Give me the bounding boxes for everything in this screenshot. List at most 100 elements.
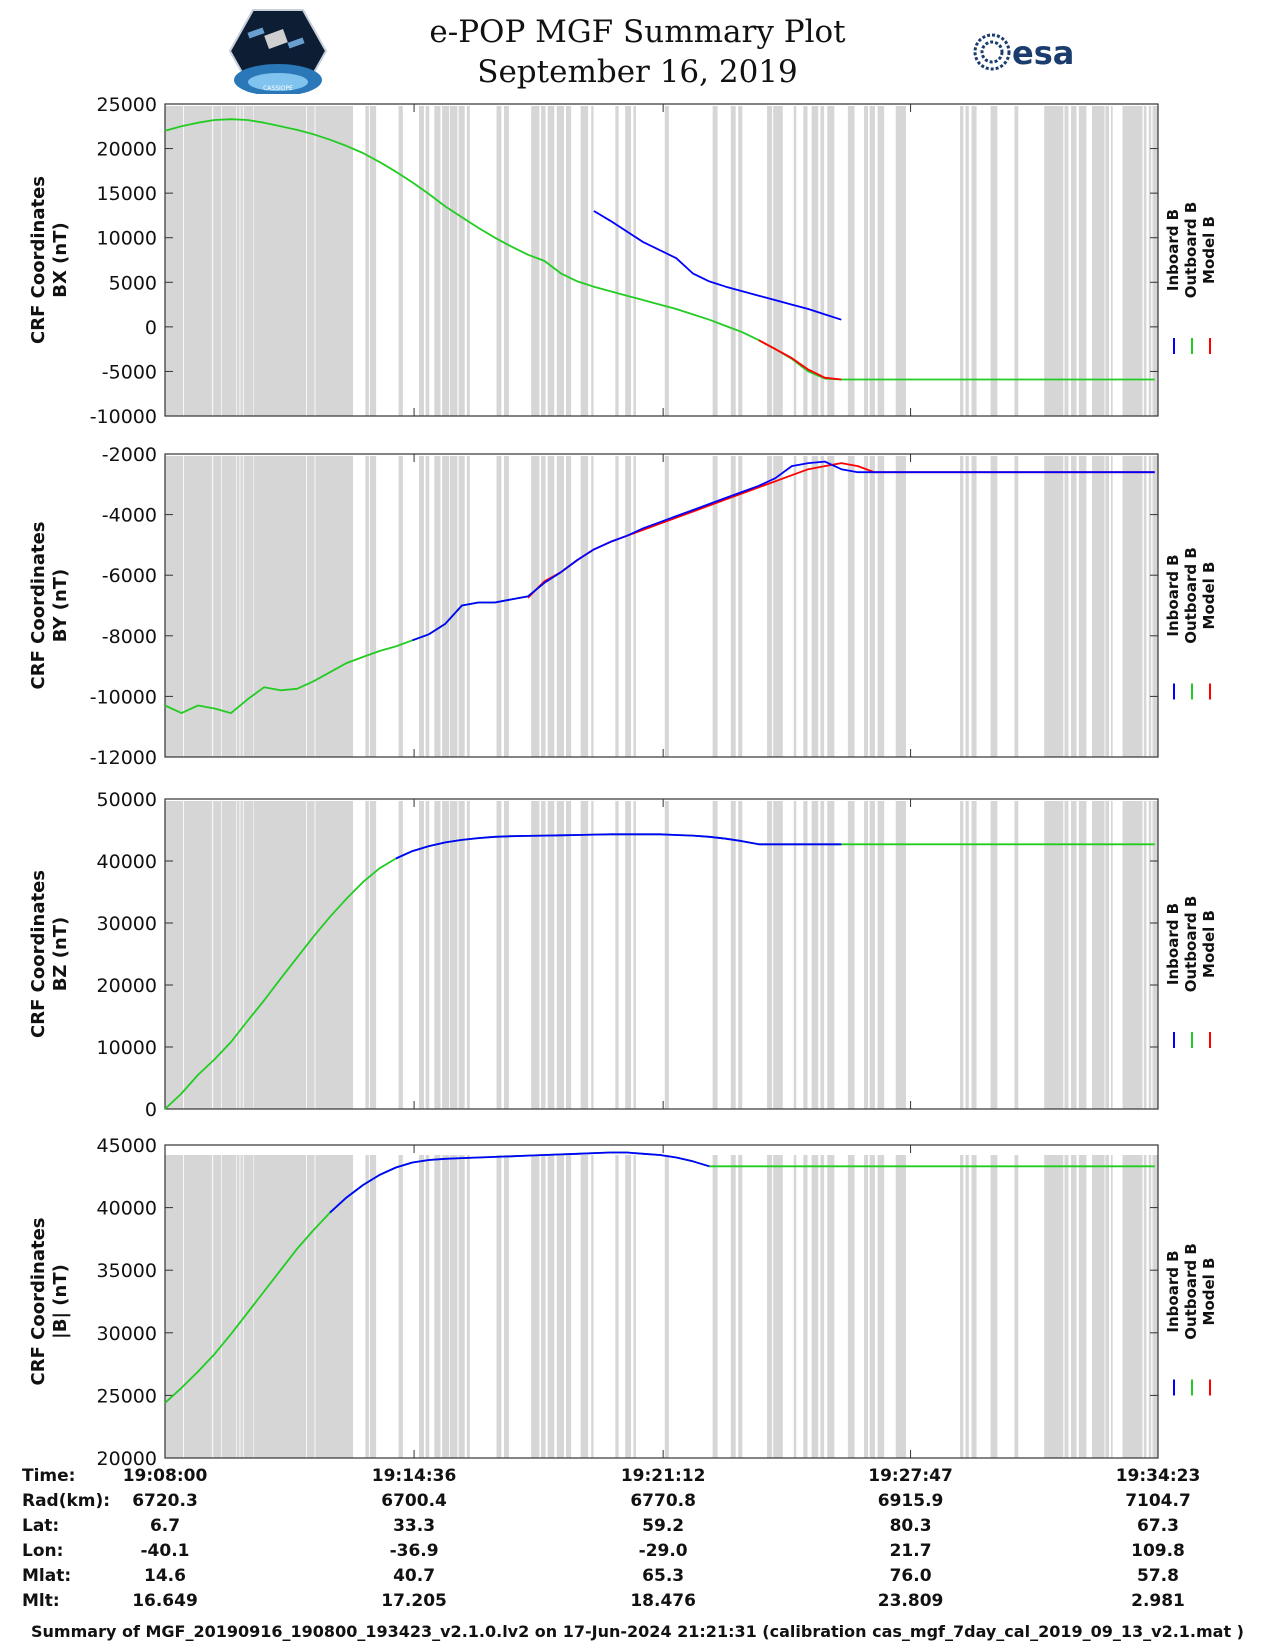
data-gap-band xyxy=(971,1155,977,1458)
data-gap-band xyxy=(960,106,964,416)
data-gap-band xyxy=(1105,106,1110,416)
data-gap-band xyxy=(1110,106,1113,416)
data-gap-band xyxy=(547,456,555,757)
data-gap-band xyxy=(664,456,669,757)
series-line-inboard-b xyxy=(412,460,1155,642)
data-gap-band xyxy=(820,106,825,416)
data-gap-band xyxy=(633,1155,636,1458)
plot-frame xyxy=(164,453,1159,758)
data-gap-band xyxy=(556,1155,565,1458)
data-gap-band xyxy=(895,106,906,416)
data-gap-band xyxy=(877,106,885,416)
data-gap-band xyxy=(615,801,619,1109)
data-gap-band xyxy=(556,456,565,757)
data-gap-band xyxy=(541,1155,546,1458)
data-gap-band xyxy=(990,801,998,1109)
data-gap-band xyxy=(1064,106,1069,416)
plot-title-block: e-POP MGF Summary Plot September 16, 201… xyxy=(0,12,1275,92)
data-gap-band xyxy=(442,456,450,757)
y-axis-label: CRF CoordinatesBY (nT) xyxy=(28,522,71,690)
y-tick-label: 40000 xyxy=(97,851,157,873)
data-gap-band xyxy=(1078,801,1087,1109)
data-gap-band xyxy=(811,456,819,757)
data-gap-band xyxy=(531,456,540,757)
legend-entry: Model B xyxy=(1200,910,1218,978)
data-gap-band xyxy=(803,1155,808,1458)
data-gap-band xyxy=(253,801,307,1109)
plot-date: September 16, 2019 xyxy=(477,54,798,90)
legend-entry: Outboard B xyxy=(1182,1243,1200,1340)
data-gap-band xyxy=(565,106,572,416)
data-gap-band xyxy=(466,456,470,757)
data-gap-band xyxy=(496,801,502,1109)
data-gap-band xyxy=(803,801,808,1109)
data-gap-band xyxy=(1152,801,1158,1109)
data-gap-band xyxy=(827,456,835,757)
info-cell: 6700.4 xyxy=(381,1491,447,1511)
data-gap-band xyxy=(793,456,797,757)
y-axis-label: CRF CoordinatesBZ (nT) xyxy=(28,870,71,1038)
data-gap-band xyxy=(960,456,964,757)
data-gap-band xyxy=(712,1155,718,1458)
data-gap-band xyxy=(398,456,403,757)
data-gap-band xyxy=(712,106,718,416)
data-gap-band xyxy=(165,801,184,1109)
panel-1: -10000 -5000 0 5000 10000 15000 20000 25000 CRF … xyxy=(28,94,1218,428)
y-tick-label: 50000 xyxy=(97,789,157,811)
info-cell: 16.649 xyxy=(132,1591,198,1611)
series-line-model-b xyxy=(758,339,842,381)
data-gap-band xyxy=(365,106,369,416)
data-gap-band xyxy=(847,801,855,1109)
cassiope-logo-text: CASSIOPE xyxy=(263,85,293,92)
data-gap-band xyxy=(243,1155,254,1458)
info-cell: 33.3 xyxy=(393,1516,436,1536)
data-gap-band xyxy=(442,801,450,1109)
y-tick-label: 0 xyxy=(145,317,157,339)
data-gap-band xyxy=(369,456,377,757)
data-gap-band xyxy=(615,1155,619,1458)
data-gap-band xyxy=(1064,801,1069,1109)
data-gap-band xyxy=(864,106,869,416)
data-gap-band xyxy=(1148,106,1152,416)
data-gap-band xyxy=(496,1155,502,1458)
data-gap-band xyxy=(767,456,773,757)
legend-entry: Inboard B xyxy=(1164,554,1182,636)
data-gap-band xyxy=(1044,1155,1064,1458)
data-gap-band xyxy=(466,106,470,416)
data-gap-band xyxy=(738,456,743,757)
y-axis-label-line: BX (nT) xyxy=(50,222,71,297)
data-gap-band xyxy=(419,801,424,1109)
data-gap-band xyxy=(315,106,354,416)
data-gap-band xyxy=(971,456,977,757)
data-gap-band xyxy=(503,801,509,1109)
data-gap-band xyxy=(877,456,885,757)
data-gap-band xyxy=(1092,456,1105,757)
info-cell: -36.9 xyxy=(389,1541,439,1561)
y-tick-label: 35000 xyxy=(97,1260,157,1282)
data-gap-band xyxy=(315,456,354,757)
y-tick-label: 25000 xyxy=(97,94,157,116)
info-cell: -40.1 xyxy=(140,1541,190,1561)
data-gap-band xyxy=(730,456,736,757)
data-gap-band xyxy=(547,801,555,1109)
data-gap-band xyxy=(811,801,819,1109)
data-gap-band xyxy=(425,456,430,757)
data-gap-band xyxy=(565,456,572,757)
info-cell: 59.2 xyxy=(642,1516,685,1536)
data-gap-band xyxy=(664,1155,669,1458)
data-gap-band xyxy=(253,106,307,416)
data-gap-band xyxy=(556,106,565,416)
legend-entry: Outboard B xyxy=(1182,896,1200,993)
data-gap-band xyxy=(531,106,540,416)
info-cell: 6915.9 xyxy=(877,1491,944,1511)
data-gap-band xyxy=(864,1155,869,1458)
y-tick-label: 5000 xyxy=(109,272,157,294)
info-cell: 65.3 xyxy=(642,1566,685,1586)
data-gap-band xyxy=(712,801,718,1109)
data-gap-band xyxy=(877,1155,885,1458)
data-gap-band xyxy=(847,1155,855,1458)
data-gap-band xyxy=(503,456,509,757)
info-cell: 57.8 xyxy=(1137,1566,1179,1586)
data-gap-band xyxy=(827,801,835,1109)
data-gap-band xyxy=(541,801,546,1109)
